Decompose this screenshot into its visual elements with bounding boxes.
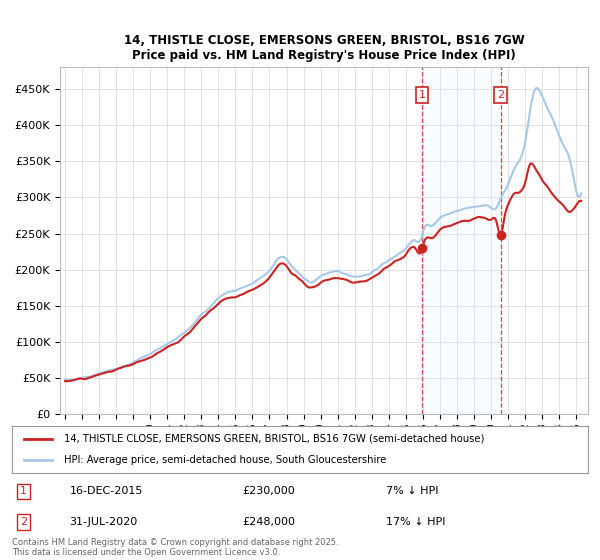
Text: 2: 2	[20, 517, 27, 527]
Text: HPI: Average price, semi-detached house, South Gloucestershire: HPI: Average price, semi-detached house,…	[64, 455, 386, 465]
Text: 2: 2	[497, 90, 505, 100]
Text: 16-DEC-2015: 16-DEC-2015	[70, 487, 143, 496]
Bar	[422, 67, 501, 414]
Text: 31-JUL-2020: 31-JUL-2020	[70, 517, 138, 527]
Text: 14, THISTLE CLOSE, EMERSONS GREEN, BRISTOL, BS16 7GW (semi-detached house): 14, THISTLE CLOSE, EMERSONS GREEN, BRIST…	[64, 434, 484, 444]
Title: 14, THISTLE CLOSE, EMERSONS GREEN, BRISTOL, BS16 7GW
Price paid vs. HM Land Regi: 14, THISTLE CLOSE, EMERSONS GREEN, BRIST…	[124, 34, 524, 62]
Text: Contains HM Land Registry data © Crown copyright and database right 2025.
This d: Contains HM Land Registry data © Crown c…	[12, 538, 338, 557]
Text: 7% ↓ HPI: 7% ↓ HPI	[386, 487, 439, 496]
Text: 1: 1	[419, 90, 425, 100]
Text: 1: 1	[20, 487, 27, 496]
Text: 17% ↓ HPI: 17% ↓ HPI	[386, 517, 446, 527]
Text: £248,000: £248,000	[242, 517, 295, 527]
Text: £230,000: £230,000	[242, 487, 295, 496]
